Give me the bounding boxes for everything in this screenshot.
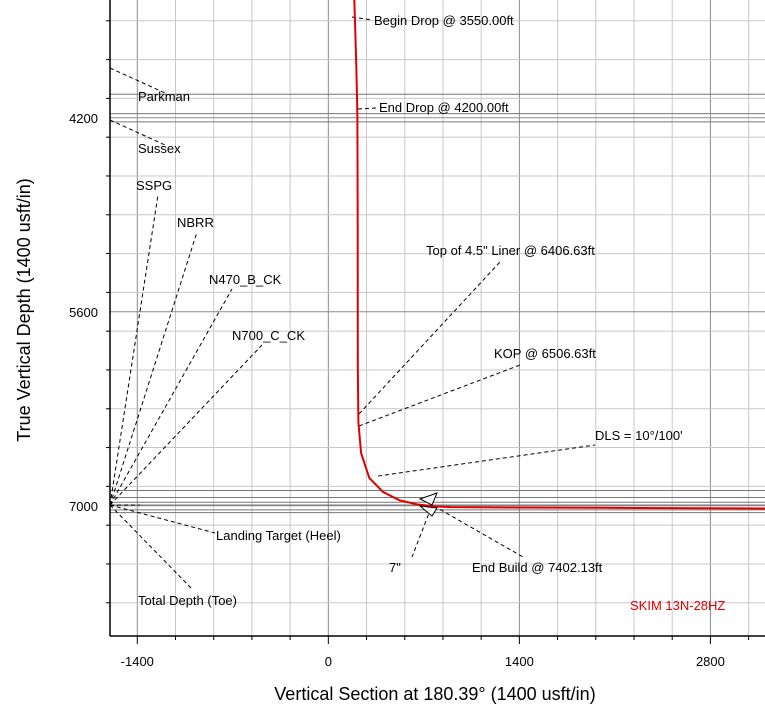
axes [106,0,765,644]
leader-line [109,119,166,146]
annotation-leader [433,505,524,558]
leader-line [109,67,166,94]
x-tick-label: 2800 [696,654,725,669]
annotation-label: Top of 4.5" Liner @ 6406.63ft [426,243,595,258]
y-axis-title: True Vertical Depth (1400 usft/in) [14,178,34,441]
formation-lines [110,93,765,514]
annotation-leader [358,261,501,415]
leader-line [109,504,194,591]
leader-line [109,344,263,506]
formation-label: N700_C_CK [232,328,305,343]
annotation-label: End Build @ 7402.13ft [472,560,603,575]
annotation-leader [357,107,377,110]
formation-label: NBRR [177,215,214,230]
leader-line [109,231,198,506]
annotation-label: End Drop @ 4200.00ft [379,100,509,115]
annotation-label: DLS = 10°/100' [595,428,683,443]
formation-label: Total Depth (Toe) [138,593,237,608]
annotation-leaders [351,16,596,558]
formation-label: Landing Target (Heel) [216,528,341,543]
y-tick-label: 5600 [69,305,98,320]
annotation-label: 7" [389,560,401,575]
wellpath-line [353,0,765,510]
grid-lines [110,0,765,636]
x-tick-labels: -1400 0 1400 2800 [121,654,725,669]
y-tick-labels: 4200 5600 7000 [69,111,98,514]
x-tick-label: 1400 [505,654,534,669]
x-tick-label: 0 [325,654,332,669]
x-axis-title: Vertical Section at 180.39° (1400 usft/i… [274,684,595,704]
leader-line [109,288,233,506]
casing-marker [418,492,438,517]
y-tick-label: 4200 [69,111,98,126]
formation-label: Sussex [138,141,181,156]
annotation-leader [377,444,596,477]
annotation-leader [411,507,432,558]
annotation-label: KOP @ 6506.63ft [494,346,596,361]
formation-leaders [109,67,263,591]
well-name-label: SKIM 13N-28HZ [630,598,725,613]
x-tick-label: -1400 [121,654,154,669]
annotation-label: Begin Drop @ 3550.00ft [374,13,514,28]
formation-label: SSPG [136,178,172,193]
annotation-leader [358,364,521,427]
leader-line [109,194,159,506]
formation-label: N470_B_CK [209,272,282,287]
y-tick-label: 7000 [69,499,98,514]
leader-line [109,504,216,534]
formation-label: Parkman [138,89,190,104]
